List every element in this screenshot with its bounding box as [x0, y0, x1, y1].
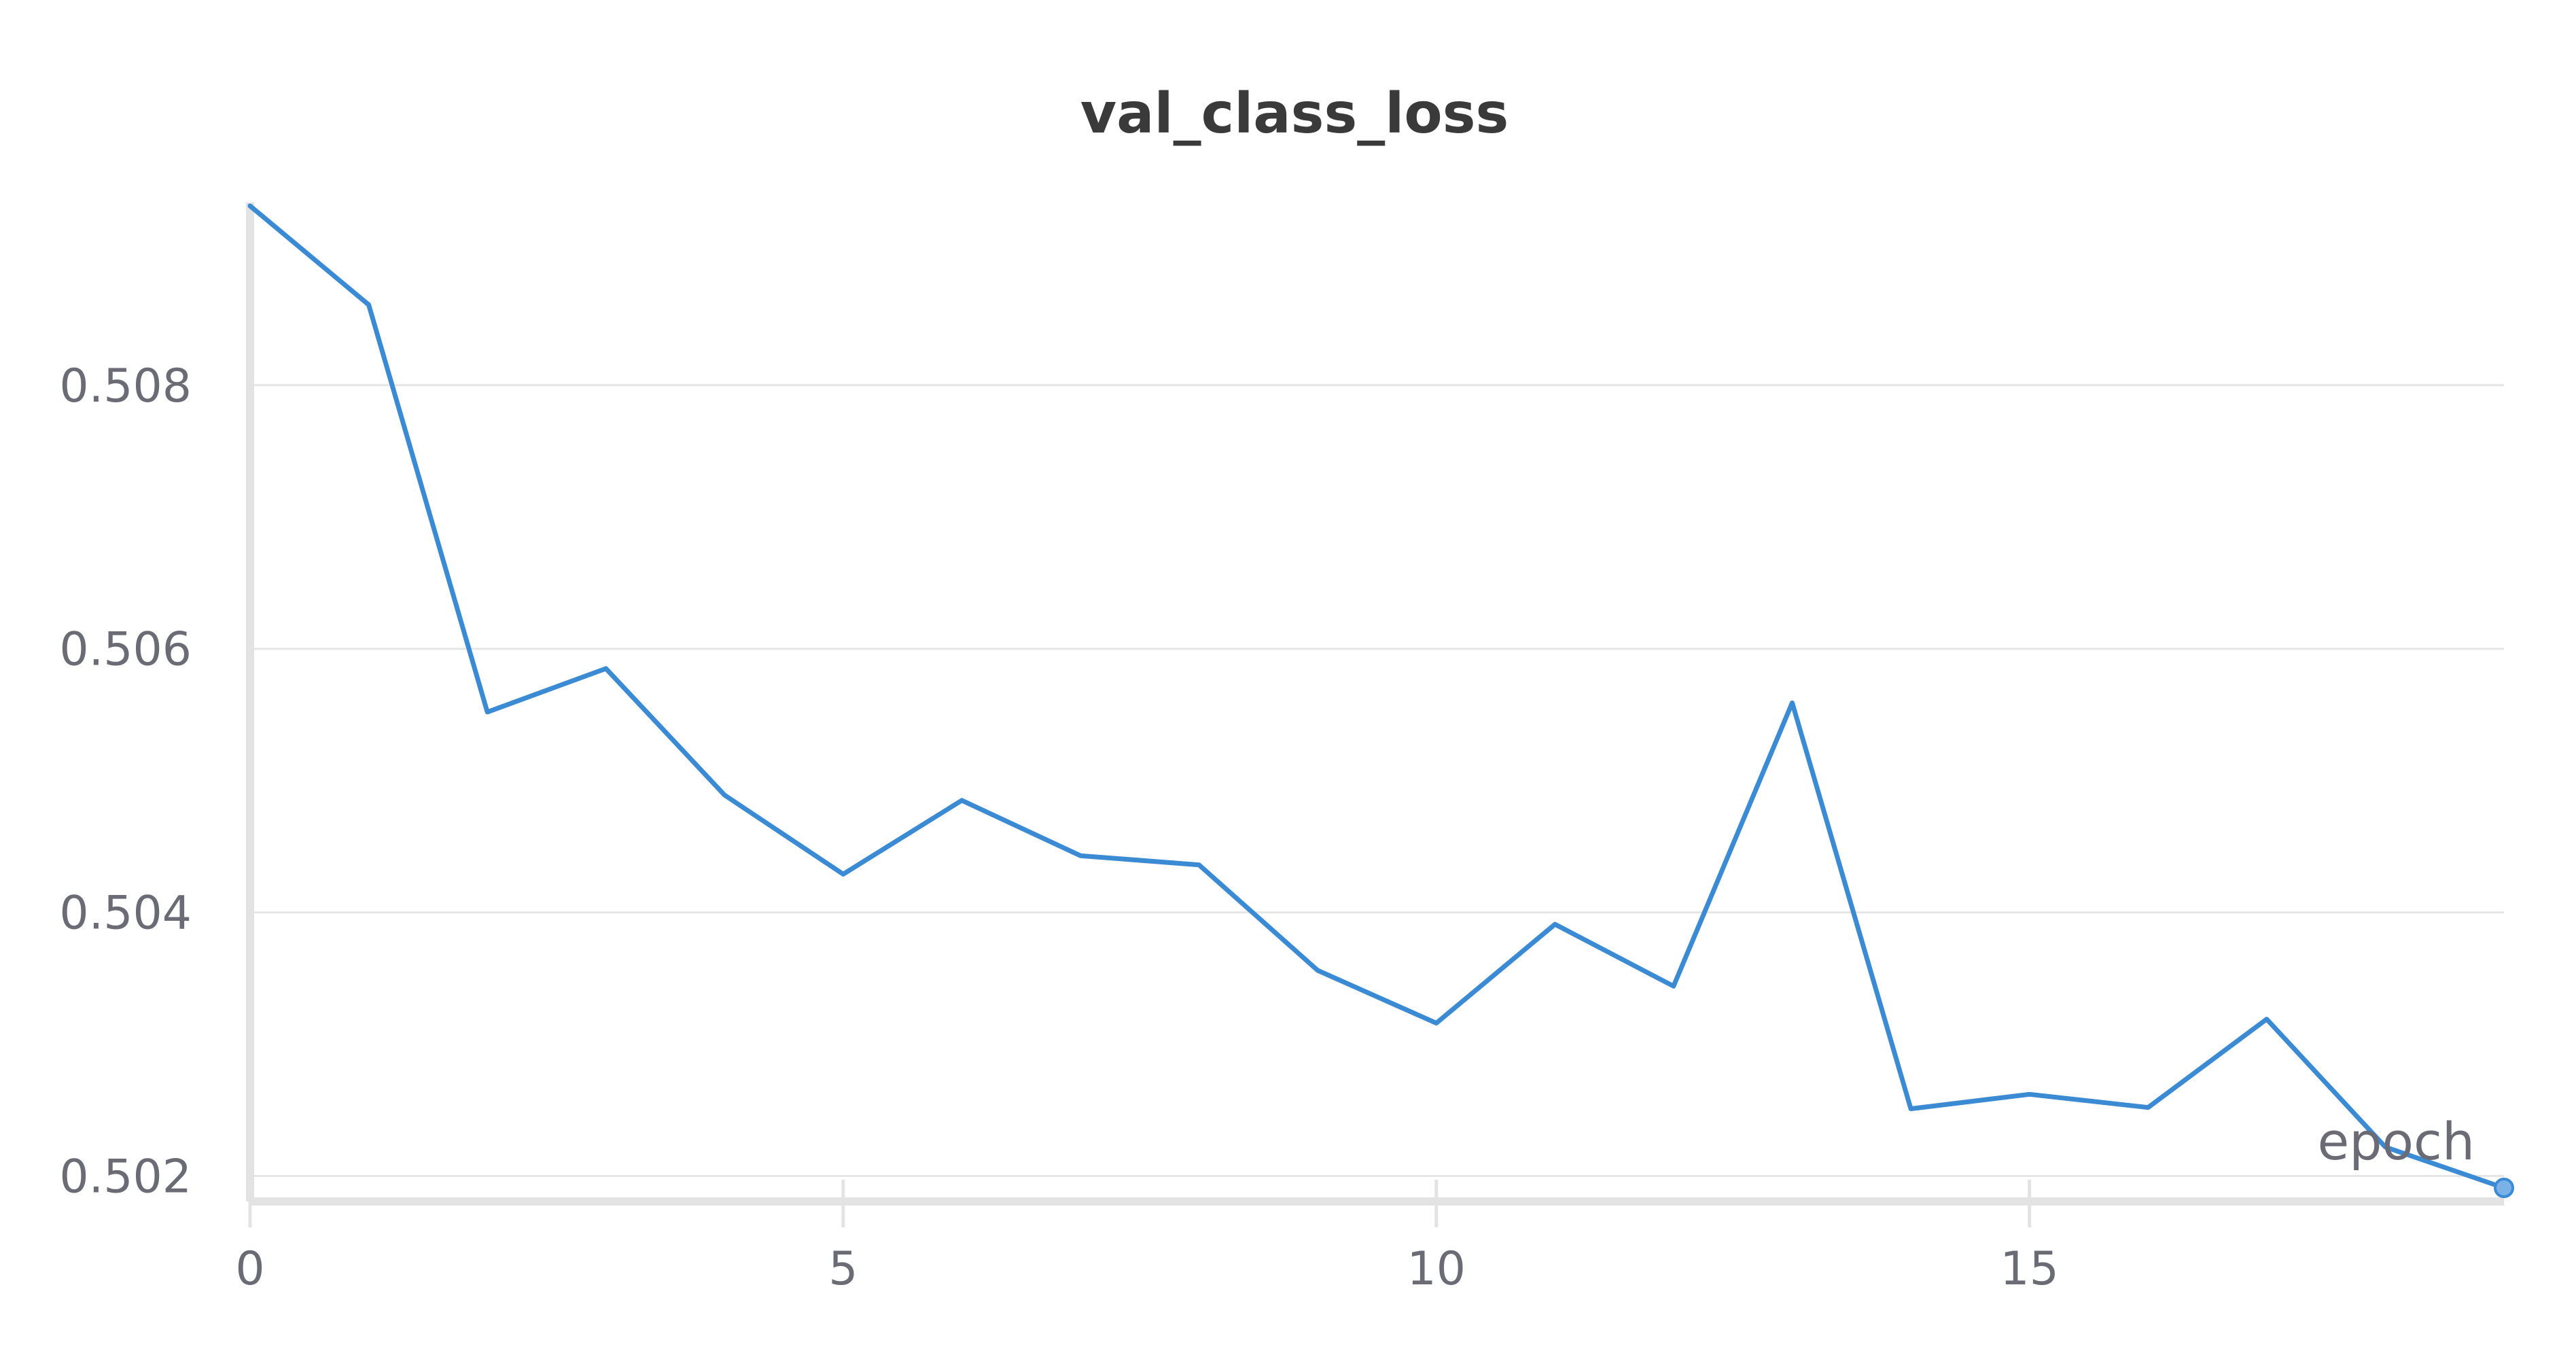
- y-tick-label: 0.508: [59, 359, 192, 413]
- x-tick-label: 0: [235, 1242, 264, 1296]
- y-tick-label: 0.504: [59, 887, 192, 941]
- x-tick-label: 10: [1407, 1242, 1466, 1296]
- x-axis-label: epoch: [2318, 1111, 2475, 1172]
- chart-title: val_class_loss: [1080, 82, 1509, 146]
- gridlines: [250, 384, 2504, 1178]
- x-tick-labels: 0 5 10 15: [235, 1180, 2059, 1296]
- y-tick-label: 0.506: [59, 623, 192, 677]
- x-tick-label: 5: [828, 1242, 858, 1296]
- series: [247, 203, 2514, 1198]
- axes: [246, 203, 2504, 1206]
- series-line: [247, 203, 2507, 1191]
- y-tick-label: 0.502: [59, 1150, 192, 1204]
- x-tick-label: 15: [2000, 1242, 2059, 1296]
- y-tick-labels: 0.502 0.504 0.506 0.508: [59, 359, 192, 1204]
- last-point-marker: [2494, 1178, 2514, 1198]
